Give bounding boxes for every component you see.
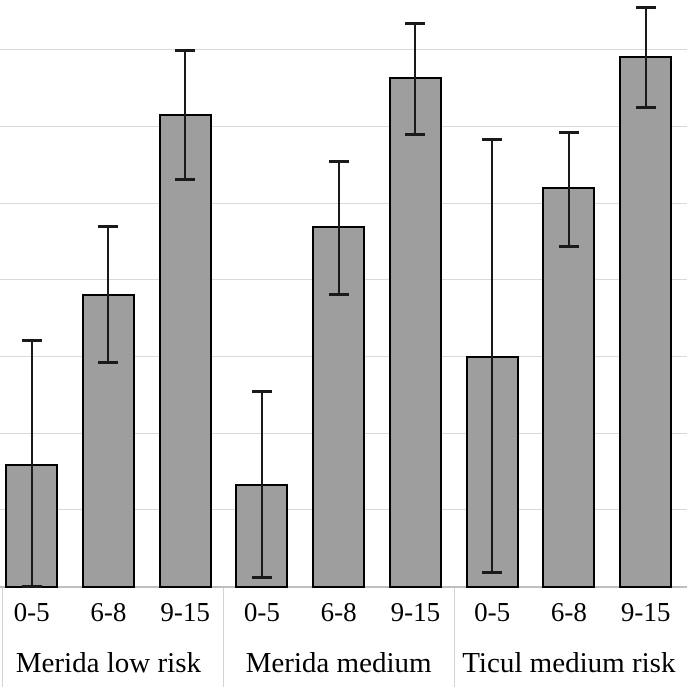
x-tick-label: 6-8: [90, 597, 127, 627]
error-bar-cap-top: [98, 224, 119, 228]
error-bar-cap-bottom: [328, 292, 349, 296]
group-label: Merida medium: [245, 647, 432, 679]
error-bar-cap-bottom: [482, 571, 503, 575]
error-bar-cap-top: [635, 5, 656, 9]
error-bar-cap-top: [328, 159, 349, 163]
error-bar-cap-bottom: [558, 245, 579, 249]
bar: [542, 186, 596, 589]
x-tick-label: 6-8: [320, 597, 357, 627]
group-label: Merida low risk: [15, 647, 201, 679]
bar: [619, 55, 673, 589]
error-bar-cap-top: [21, 339, 42, 343]
x-tick-label: 9-15: [620, 597, 671, 627]
error-bar: [107, 225, 110, 364]
category-separator: [2, 587, 3, 687]
error-bar: [184, 50, 187, 180]
error-bar-cap-bottom: [21, 585, 42, 588]
x-tick-label: 6-8: [550, 597, 587, 627]
category-separator: [453, 587, 455, 687]
error-bar: [414, 22, 417, 135]
gridline: [0, 126, 687, 128]
error-bar-cap-top: [405, 21, 426, 25]
error-bar-cap-top: [251, 389, 272, 393]
x-tick-label: 0-5: [474, 597, 511, 627]
error-bar-cap-top: [558, 130, 579, 134]
error-bar: [567, 131, 570, 248]
error-bar-cap-top: [175, 49, 196, 53]
error-bar: [644, 6, 647, 108]
error-bar: [260, 390, 263, 578]
error-bar-cap-bottom: [635, 105, 656, 109]
x-tick-label: 0-5: [13, 597, 50, 627]
x-tick-label: 9-15: [390, 597, 441, 627]
error-bar-cap-bottom: [98, 361, 119, 365]
gridline: [0, 202, 687, 204]
x-tick-label: 9-15: [160, 597, 210, 627]
bar: [388, 77, 442, 589]
error-bar-cap-top: [482, 137, 503, 141]
error-bar: [491, 138, 494, 574]
group-label: Ticul medium risk: [462, 647, 676, 679]
error-bar: [337, 160, 340, 295]
category-separator: [222, 587, 224, 687]
bar: [158, 114, 212, 589]
error-bar-cap-bottom: [251, 575, 272, 579]
gridline: [0, 49, 687, 51]
x-tick-label: 0-5: [243, 597, 280, 627]
error-bar-cap-bottom: [175, 177, 196, 181]
error-bar-cap-bottom: [405, 132, 426, 136]
error-bar: [30, 340, 33, 587]
